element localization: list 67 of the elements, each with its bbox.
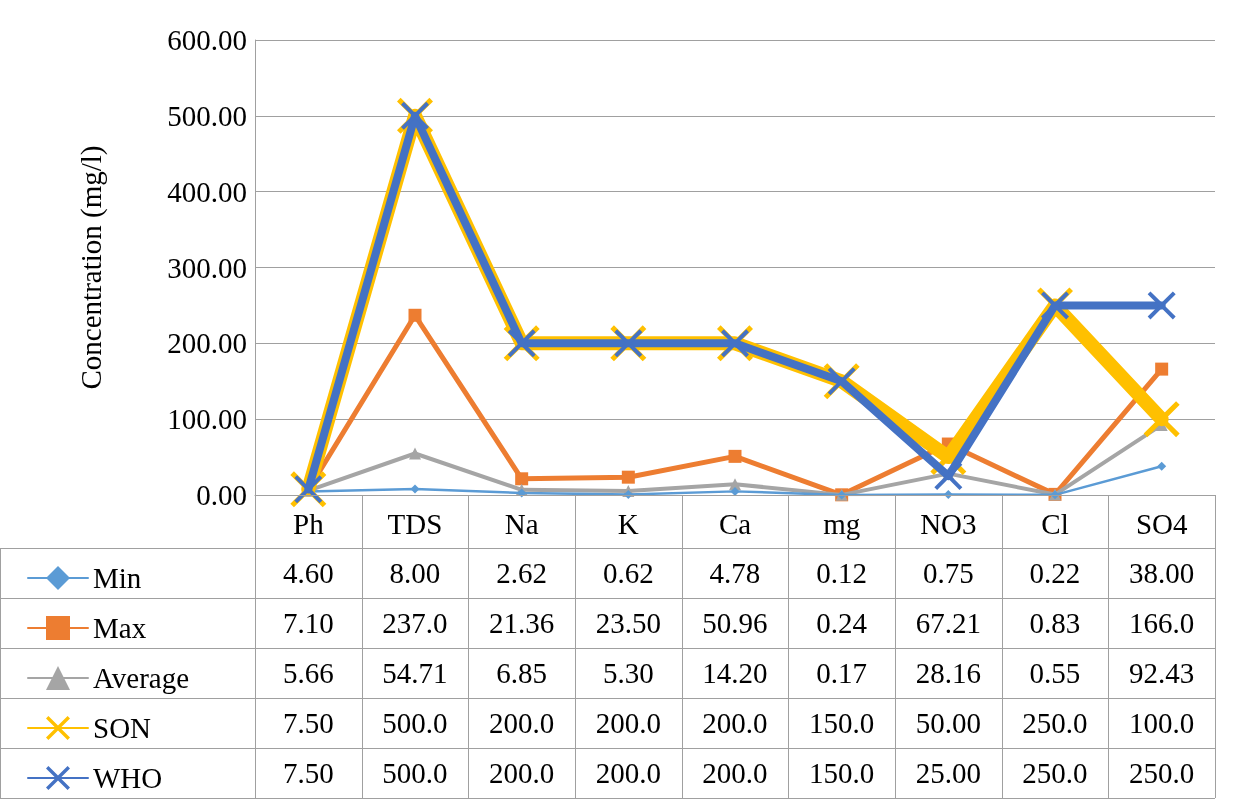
data-label: 250.0: [1021, 755, 1089, 791]
data-label: 250.0: [1128, 755, 1196, 791]
data-label: 92.43: [1128, 655, 1196, 691]
data-label: 166.0: [1128, 605, 1196, 641]
data-label: 200.0: [701, 705, 769, 741]
x-tick-label: Ca: [718, 507, 752, 540]
legend-label: SON: [93, 712, 152, 744]
data-label: 500.0: [381, 705, 449, 741]
data-label: 50.96: [701, 605, 769, 641]
data-label: 6.85: [495, 655, 549, 691]
y-tick-label: 600.00: [167, 24, 247, 56]
data-label: 28.16: [914, 655, 982, 691]
legend-label: Min: [93, 562, 142, 594]
x-tick-label: SO4: [1135, 507, 1188, 540]
data-label: 54.71: [381, 655, 449, 691]
data-label: 0.24: [815, 605, 869, 641]
data-label: 200.0: [594, 755, 662, 791]
y-tick-label: 500.00: [167, 99, 247, 132]
data-label: 7.50: [281, 755, 335, 791]
data-label: 237.0: [381, 605, 449, 641]
legend-label: Max: [93, 612, 147, 644]
data-label: 50.00: [914, 705, 982, 741]
legend-label: WHO: [93, 762, 163, 794]
data-label: 5.30: [601, 655, 655, 691]
data-label: 7.50: [281, 705, 335, 741]
x-tick-label: Ph: [293, 507, 325, 540]
data-label: 5.66: [281, 655, 335, 691]
x-tick-label: Cl: [1041, 507, 1069, 540]
data-label: 0.17: [815, 655, 869, 691]
data-label: 67.21: [914, 605, 982, 641]
y-tick-label: 300.00: [167, 251, 247, 284]
data-label: 200.0: [701, 755, 769, 791]
data-label: 500.0: [381, 755, 449, 791]
data-label: 100.0: [1128, 705, 1196, 741]
y-axis-title: Concentration (mg/l): [74, 145, 108, 390]
data-label: 4.60: [281, 555, 335, 591]
y-tick-label: 200.00: [167, 327, 247, 360]
data-label: 0.83: [1028, 605, 1082, 641]
data-label: 200.0: [594, 705, 662, 741]
data-label: 150.0: [808, 705, 876, 741]
data-label: 0.55: [1028, 655, 1082, 691]
x-tick-label: mg: [823, 507, 861, 540]
legend-label: Average: [93, 662, 190, 694]
y-tick-label: 0.00: [196, 479, 247, 511]
y-tick-label: 400.00: [167, 175, 247, 208]
data-label: 7.10: [281, 605, 335, 641]
x-tick-label: K: [617, 507, 639, 540]
data-label: 21.36: [488, 605, 556, 641]
data-label: 14.20: [701, 655, 769, 691]
data-label: 250.0: [1021, 705, 1089, 741]
data-label: 8.00: [388, 555, 442, 591]
data-label: 23.50: [594, 605, 662, 641]
data-label: 150.0: [808, 755, 876, 791]
data-label: 200.0: [488, 705, 556, 741]
data-label: 2.62: [495, 555, 549, 591]
data-label: 0.62: [601, 555, 655, 591]
data-label: 0.12: [815, 555, 869, 591]
x-tick-label: Na: [504, 507, 539, 540]
data-label: 4.78: [708, 555, 762, 591]
y-tick-label: 100.00: [167, 403, 247, 436]
data-label: 25.00: [914, 755, 982, 791]
data-label: 38.00: [1128, 555, 1196, 591]
data-label: 0.22: [1028, 555, 1082, 591]
x-tick-label: TDS: [387, 507, 443, 540]
data-label: 0.75: [921, 555, 975, 591]
data-label: 200.0: [488, 755, 556, 791]
x-tick-label: NO3: [920, 507, 977, 540]
